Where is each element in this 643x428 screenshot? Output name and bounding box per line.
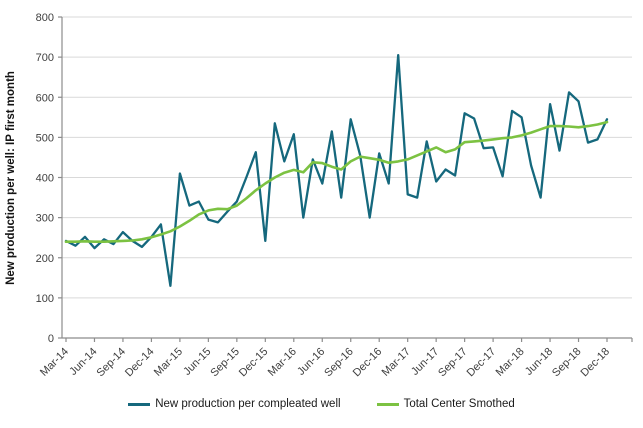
y-tick-label: 500 <box>36 132 54 144</box>
y-tick-label: 600 <box>36 92 54 104</box>
x-tick-label: Dec-17 <box>465 346 499 380</box>
legend-item-smoothed: Total Center Smothed <box>376 398 515 410</box>
x-tick-label: Mar-14 <box>38 346 71 379</box>
x-tick-label: Mar-16 <box>266 346 299 379</box>
x-tick-label: Dec-16 <box>351 346 385 380</box>
x-tick-label: Dec-18 <box>579 346 613 380</box>
y-tick-label: 400 <box>36 173 54 185</box>
series-line-1 <box>64 120 609 243</box>
y-axis-title: New production per well: IP first month <box>5 71 17 285</box>
x-tick-label: Jun-18 <box>523 346 555 378</box>
legend: New production per compleated well Total… <box>0 398 643 410</box>
legend-swatch-teal-line <box>128 402 151 406</box>
x-tick-label: Jun-14 <box>67 346 99 378</box>
y-axis-tick-labels: 0 100 200 300 400 500 600 700 800 <box>36 12 54 345</box>
x-tick-label: Sep-15 <box>208 346 242 380</box>
x-tick-label: Sep-14 <box>94 346 128 380</box>
y-tick-label: 100 <box>36 293 54 305</box>
x-tick-label: Dec-15 <box>237 346 271 380</box>
legend-label-smoothed: Total Center Smothed <box>403 398 515 410</box>
x-tick-label: Sep-18 <box>550 346 584 380</box>
axes <box>58 16 633 342</box>
y-tick-label: 0 <box>48 333 54 345</box>
x-tick-label: Mar-18 <box>494 346 527 379</box>
y-tick-label: 300 <box>36 213 54 225</box>
x-tick-label: Jun-15 <box>181 346 213 378</box>
legend-label-production: New production per compleated well <box>155 398 341 410</box>
y-tick-label: 800 <box>36 12 54 24</box>
x-tick-label: Sep-17 <box>436 346 470 380</box>
x-tick-label: Jun-16 <box>295 346 327 378</box>
legend-swatch-green-line <box>376 402 399 406</box>
series-lines <box>64 53 609 287</box>
series-line-0 <box>64 53 609 287</box>
y-tick-label: 700 <box>36 52 54 64</box>
gridlines <box>62 16 632 299</box>
x-tick-label: Dec-14 <box>123 346 157 380</box>
x-tick-label: Jun-17 <box>409 346 441 378</box>
y-tick-label: 200 <box>36 253 54 265</box>
x-tick-label: Mar-17 <box>380 346 413 379</box>
legend-item-production: New production per compleated well <box>128 398 341 410</box>
x-tick-label: Mar-15 <box>152 346 185 379</box>
x-tick-label: Sep-16 <box>322 346 356 380</box>
x-axis-tick-labels: Mar-14Jun-14Sep-14Dec-14Mar-15Jun-15Sep-… <box>38 346 612 380</box>
